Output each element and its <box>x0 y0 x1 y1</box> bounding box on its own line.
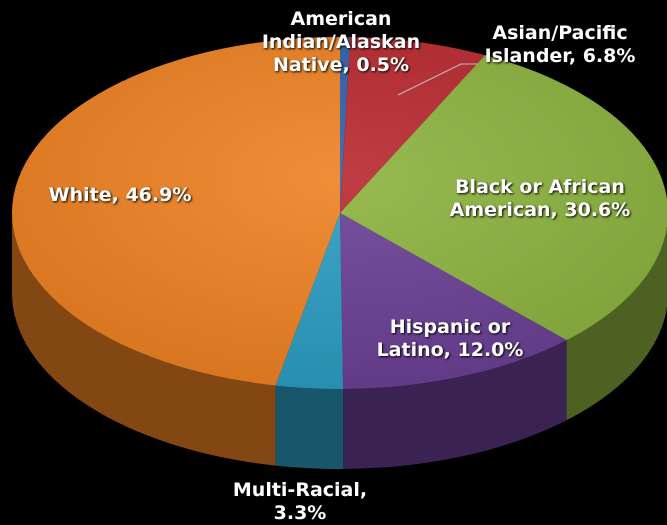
leader-line <box>397 63 478 96</box>
slice-label-american-indian: American Indian/Alaskan Native, 0.5% <box>261 8 421 76</box>
slice-label-asian-pacific: Asian/Pacific Islander, 6.8% <box>484 22 636 67</box>
slice-label-black: Black or African American, 30.6% <box>449 176 631 221</box>
slice-label-multi-racial: Multi-Racial, 3.3% <box>232 479 368 524</box>
slice-side-multi-racial <box>275 385 344 469</box>
slice-side-white <box>12 213 276 466</box>
slice-label-white: White, 46.9% <box>48 184 192 206</box>
slice-label-hispanic: Hispanic or Latino, 12.0% <box>376 316 524 361</box>
